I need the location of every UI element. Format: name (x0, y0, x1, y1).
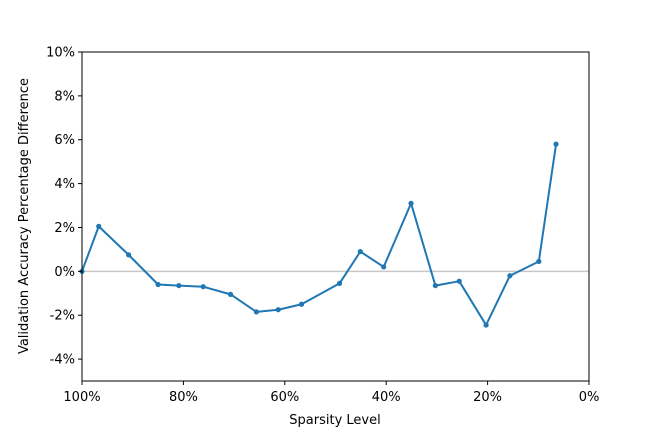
x-tick-label: 0% (579, 390, 600, 405)
data-point (200, 284, 206, 290)
data-point (275, 307, 281, 313)
y-tick-label: 8% (54, 89, 75, 104)
data-point (507, 273, 513, 279)
y-tick-label: -4% (50, 353, 75, 368)
data-point (155, 281, 161, 288)
data-point (126, 252, 132, 258)
data-point (298, 301, 305, 307)
x-axis-title: Sparsity Level (289, 413, 380, 428)
x-tick-label: 100% (63, 390, 100, 405)
y-axis-title: Validation Accuracy Percentage Differenc… (17, 78, 32, 354)
data-point (96, 223, 102, 229)
y-tick-label: -2% (50, 309, 75, 324)
data-point (456, 278, 462, 284)
data-point (536, 258, 542, 265)
data-point (336, 280, 343, 286)
y-tick-label: 2% (54, 221, 75, 236)
data-point (357, 248, 363, 255)
y-tick-label: 10% (46, 46, 75, 61)
x-tick-label: 20% (473, 390, 502, 405)
plot-frame (81, 51, 590, 382)
data-point (408, 200, 414, 206)
data-point (381, 264, 387, 270)
x-tick-label: 80% (169, 390, 198, 405)
x-tick-label: 60% (270, 390, 299, 405)
data-point (483, 322, 489, 328)
y-tick-label: 4% (54, 177, 75, 192)
data-point (227, 291, 234, 297)
series-line (81, 143, 558, 327)
y-tick-label: 0% (54, 265, 75, 280)
data-point (253, 309, 260, 315)
y-tick-label: 6% (54, 133, 75, 148)
x-tick-label: 40% (372, 390, 401, 405)
data-point (176, 282, 182, 289)
data-point (432, 282, 438, 289)
data-point (553, 141, 559, 147)
